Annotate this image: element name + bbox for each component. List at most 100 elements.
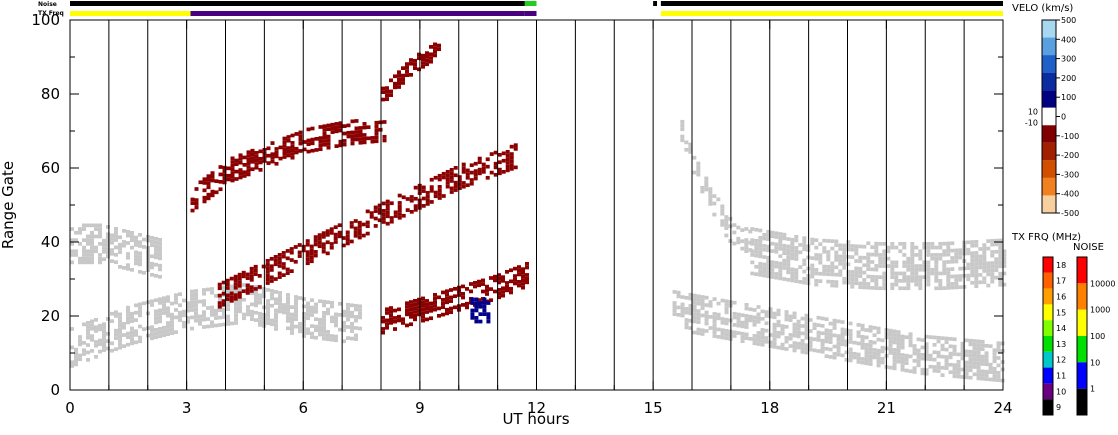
backscatter-cell <box>214 190 219 195</box>
backscatter-cell <box>365 209 370 214</box>
backscatter-cell <box>214 316 218 320</box>
backscatter-cell <box>294 146 299 151</box>
backscatter-cell <box>226 318 230 323</box>
backscatter-cell <box>138 302 142 307</box>
backscatter-cell <box>401 213 406 218</box>
backscatter-cell <box>210 174 215 179</box>
backscatter-cell <box>684 295 689 300</box>
backscatter-cell <box>241 270 246 275</box>
backscatter-cell <box>429 56 433 60</box>
backscatter-cell <box>982 265 987 270</box>
backscatter-cell <box>354 303 358 308</box>
backscatter-cell <box>720 298 725 303</box>
backscatter-cell <box>974 262 979 266</box>
backscatter-cell <box>134 333 138 337</box>
backscatter-cell <box>844 339 849 344</box>
backscatter-cell <box>461 284 465 289</box>
velocity-colorbar-swatch <box>1042 37 1056 56</box>
backscatter-cell <box>258 293 262 298</box>
backscatter-cell <box>122 266 126 270</box>
backscatter-cell <box>246 305 250 309</box>
backscatter-cell <box>282 303 286 307</box>
backscatter-cell <box>762 236 767 241</box>
backscatter-cell <box>445 296 449 301</box>
noise-colorbar-label: 10000 <box>1090 279 1115 288</box>
backscatter-cell <box>290 141 295 145</box>
backscatter-cell <box>802 240 807 244</box>
backscatter-cell <box>150 243 154 248</box>
backscatter-cell <box>353 230 358 234</box>
backscatter-cell <box>134 261 138 266</box>
backscatter-cell <box>302 297 306 301</box>
backscatter-cell <box>750 242 755 246</box>
backscatter-cell <box>988 344 993 349</box>
backscatter-cell <box>90 242 94 246</box>
backscatter-cell <box>226 177 231 182</box>
backscatter-cell <box>910 242 915 246</box>
backscatter-cell <box>790 245 795 250</box>
backscatter-cell <box>960 345 965 350</box>
backscatter-cell <box>834 280 839 284</box>
backscatter-cell <box>354 315 358 319</box>
backscatter-cell <box>277 253 282 257</box>
backscatter-cell <box>322 131 327 136</box>
backscatter-cell <box>409 300 413 304</box>
backscatter-cell <box>766 255 771 260</box>
backscatter-cell <box>326 127 331 132</box>
backscatter-cell <box>465 172 470 176</box>
backscatter-cell <box>486 316 491 320</box>
backscatter-cell <box>241 274 246 279</box>
backscatter-cell <box>417 305 421 309</box>
backscatter-cell <box>850 273 855 278</box>
backscatter-cell <box>290 327 294 332</box>
backscatter-cell <box>954 281 959 286</box>
backscatter-cell <box>744 317 749 322</box>
backscatter-cell <box>349 221 354 225</box>
backscatter-cell <box>900 342 905 346</box>
backscatter-cell <box>206 192 211 197</box>
backscatter-cell <box>868 354 873 359</box>
backscatter-cell <box>433 292 437 297</box>
noise-bar-label: Noise <box>38 1 57 8</box>
backscatter-cell <box>449 299 453 303</box>
backscatter-cell <box>178 314 182 319</box>
backscatter-cell <box>832 344 837 349</box>
backscatter-cell <box>70 260 74 265</box>
backscatter-cell <box>290 148 295 153</box>
backscatter-cell <box>441 194 446 198</box>
backscatter-cell <box>688 304 693 308</box>
backscatter-cell <box>90 260 94 265</box>
backscatter-cell <box>381 212 386 217</box>
backscatter-cell <box>704 321 709 326</box>
backscatter-cell <box>186 301 190 306</box>
backscatter-cell <box>289 250 294 255</box>
backscatter-cell <box>229 298 234 303</box>
backscatter-cell <box>902 260 907 265</box>
backscatter-cell <box>776 308 781 313</box>
backscatter-cell <box>249 270 254 275</box>
backscatter-cell <box>820 338 825 343</box>
backscatter-cell <box>872 351 877 356</box>
backscatter-cell <box>453 286 457 291</box>
backscatter-cell <box>852 355 857 360</box>
backscatter-cell <box>894 279 899 283</box>
backscatter-cell <box>118 345 122 350</box>
backscatter-cell <box>222 322 226 327</box>
backscatter-cell <box>206 196 211 201</box>
backscatter-cell <box>696 301 701 306</box>
backscatter-cell <box>501 275 505 280</box>
backscatter-cell <box>86 223 90 228</box>
backscatter-cell <box>882 275 887 279</box>
backscatter-cell <box>74 249 78 254</box>
backscatter-cell <box>242 163 247 167</box>
backscatter-cell <box>982 258 987 262</box>
backscatter-cell <box>298 141 303 146</box>
backscatter-cell <box>866 263 871 268</box>
backscatter-cell <box>269 256 274 261</box>
backscatter-cell <box>118 342 122 346</box>
backscatter-cell <box>261 264 266 269</box>
backscatter-cell <box>988 370 993 374</box>
backscatter-cell <box>744 314 749 318</box>
backscatter-cell <box>970 240 975 244</box>
backscatter-cell <box>934 279 939 283</box>
